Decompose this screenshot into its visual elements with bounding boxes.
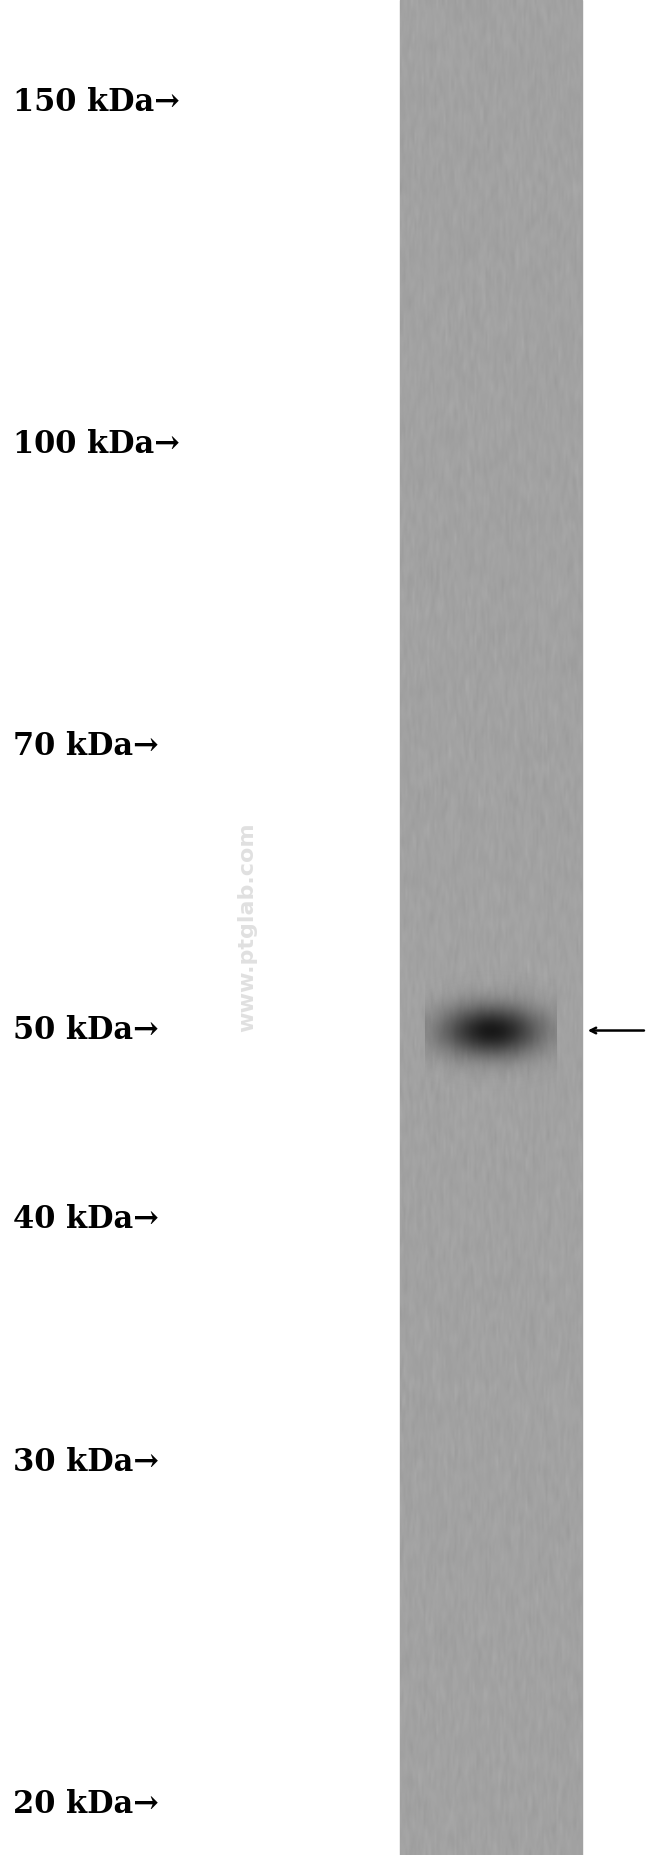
Text: 50 kDa→: 50 kDa→ <box>13 1015 159 1046</box>
Bar <box>400 0 582 1855</box>
Text: www.ptglab.com: www.ptglab.com <box>237 822 257 1033</box>
Text: 40 kDa→: 40 kDa→ <box>13 1204 159 1235</box>
Text: 70 kDa→: 70 kDa→ <box>13 731 159 762</box>
Text: 30 kDa→: 30 kDa→ <box>13 1447 159 1478</box>
Text: 20 kDa→: 20 kDa→ <box>13 1790 159 1820</box>
Text: 150 kDa→: 150 kDa→ <box>13 87 180 117</box>
Text: 100 kDa→: 100 kDa→ <box>13 429 180 460</box>
